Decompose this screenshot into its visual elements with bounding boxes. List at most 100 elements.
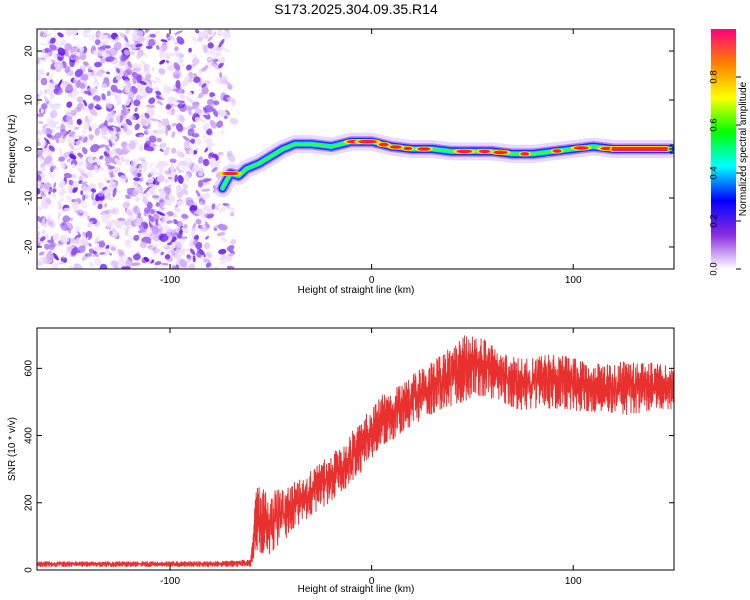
noise-blob (79, 82, 86, 89)
snr-frame (36, 327, 675, 571)
noise-blob (57, 32, 64, 38)
noise-blob (135, 196, 141, 202)
noise-blob (128, 165, 138, 172)
noise-blob (138, 224, 146, 233)
y-tick-label: 20 (24, 45, 35, 57)
noise-blob (177, 220, 182, 228)
noise-blob (60, 162, 65, 170)
noise-blob (94, 105, 100, 111)
noise-blob (114, 36, 120, 43)
noise-blob (39, 42, 50, 47)
noise-blob (98, 41, 105, 48)
noise-blob (179, 63, 185, 68)
noise-blob (148, 246, 155, 251)
noise-blob (55, 166, 59, 170)
noise-blob (75, 225, 80, 233)
noise-blob (41, 103, 48, 110)
noise-blob (161, 161, 169, 167)
noise-blob (59, 147, 63, 157)
noise-blob (127, 61, 133, 69)
snr-plot-area (37, 335, 674, 568)
noise-blob (159, 194, 165, 199)
noise-blob (42, 123, 48, 129)
noise-blob (56, 243, 62, 247)
noise-blob (176, 240, 182, 249)
noise-blob (184, 76, 188, 80)
noise-blob (52, 252, 59, 261)
noise-blob (58, 180, 66, 188)
noise-blob (139, 177, 144, 182)
noise-blob (88, 242, 92, 247)
noise-blob (67, 30, 73, 34)
noise-blob (175, 185, 183, 191)
noise-blob (164, 226, 172, 233)
noise-blob (146, 125, 152, 133)
noise-blob (97, 49, 106, 57)
noise-blob (37, 113, 44, 117)
noise-blob (74, 69, 84, 78)
snr-panel: -100 0 100 0 200 400 600 Height of straight l… (7, 327, 675, 595)
noise-blob (61, 186, 67, 194)
noise-blob (60, 261, 64, 265)
noise-blob (128, 140, 136, 150)
noise-blob (108, 171, 115, 178)
noise-blob (207, 249, 213, 254)
ridge-hot-red (520, 152, 530, 156)
noise-blob (209, 119, 217, 129)
noise-blob (156, 45, 160, 50)
noise-blob (195, 218, 202, 225)
noise-blob (206, 144, 213, 153)
noise-blob (178, 57, 184, 64)
noise-blob (179, 104, 183, 108)
noise-blob (218, 248, 227, 255)
noise-blob (84, 190, 89, 197)
noise-blob (66, 101, 73, 108)
noise-blob (192, 112, 197, 118)
noise-blob (46, 72, 50, 76)
noise-blob (83, 61, 89, 66)
noise-blob (168, 86, 174, 92)
noise-blob (124, 87, 130, 94)
noise-blob (55, 138, 60, 144)
noise-blob (63, 207, 71, 212)
noise-blob (156, 174, 165, 183)
noise-blob (198, 156, 203, 164)
noise-blob (108, 139, 113, 148)
noise-blob (159, 50, 165, 58)
noise-blob (162, 243, 169, 248)
colorbar: 0.0 0.2 0.4 0.6 0.8 Normalized spectral ampl… (709, 29, 749, 276)
spectrogram-signal-ridge (213, 132, 674, 198)
noise-blob (48, 82, 54, 88)
noise-blob (52, 233, 59, 241)
noise-blob (145, 35, 151, 41)
noise-blob (37, 130, 43, 136)
noise-blob (119, 32, 126, 39)
noise-blob (96, 240, 104, 244)
x-tick-label: -100 (160, 275, 180, 286)
noise-blob (226, 153, 236, 162)
noise-blob (143, 207, 151, 214)
noise-blob (100, 129, 107, 136)
noise-blob (165, 104, 172, 110)
noise-blob (126, 68, 132, 76)
noise-blob (50, 118, 56, 126)
noise-blob (48, 86, 55, 93)
noise-blob (149, 118, 159, 122)
noise-blob (44, 89, 48, 94)
noise-blob (192, 255, 196, 263)
ridge-hot-red (403, 146, 413, 151)
noise-blob (74, 147, 82, 151)
noise-blob (43, 182, 51, 190)
noise-blob (69, 153, 77, 160)
colorbar-label: Normalized spectral amplitude (738, 81, 749, 216)
noise-blob (204, 104, 214, 113)
noise-blob (87, 220, 94, 228)
noise-blob (183, 140, 190, 150)
noise-blob (218, 38, 225, 48)
noise-blob (74, 126, 79, 130)
noise-blob (171, 122, 177, 127)
noise-blob (66, 108, 72, 113)
noise-blob (114, 158, 122, 166)
noise-blob (50, 109, 58, 119)
noise-blob (97, 190, 105, 197)
